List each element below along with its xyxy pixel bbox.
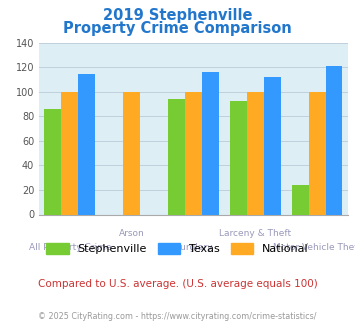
Bar	[185, 92, 202, 214]
Bar	[78, 74, 95, 215]
Bar	[247, 92, 264, 214]
Text: Larceny & Theft: Larceny & Theft	[219, 229, 291, 238]
Bar	[61, 92, 78, 214]
Text: 2019 Stephenville: 2019 Stephenville	[103, 8, 252, 23]
Bar	[264, 77, 281, 214]
Text: Arson: Arson	[119, 229, 144, 238]
Bar	[168, 99, 185, 214]
Text: Compared to U.S. average. (U.S. average equals 100): Compared to U.S. average. (U.S. average …	[38, 279, 317, 289]
Legend: Stephenville, Texas, National: Stephenville, Texas, National	[42, 238, 313, 258]
Bar	[291, 185, 308, 214]
Bar	[230, 101, 247, 214]
Bar	[308, 92, 326, 214]
Bar	[202, 72, 219, 214]
Bar	[123, 92, 140, 214]
Text: All Property Crime: All Property Crime	[29, 243, 111, 251]
Text: Burglary: Burglary	[174, 243, 213, 251]
Bar	[44, 109, 61, 214]
Text: © 2025 CityRating.com - https://www.cityrating.com/crime-statistics/: © 2025 CityRating.com - https://www.city…	[38, 312, 317, 321]
Bar	[326, 66, 343, 214]
Text: Motor Vehicle Theft: Motor Vehicle Theft	[273, 243, 355, 251]
Text: Property Crime Comparison: Property Crime Comparison	[63, 21, 292, 36]
